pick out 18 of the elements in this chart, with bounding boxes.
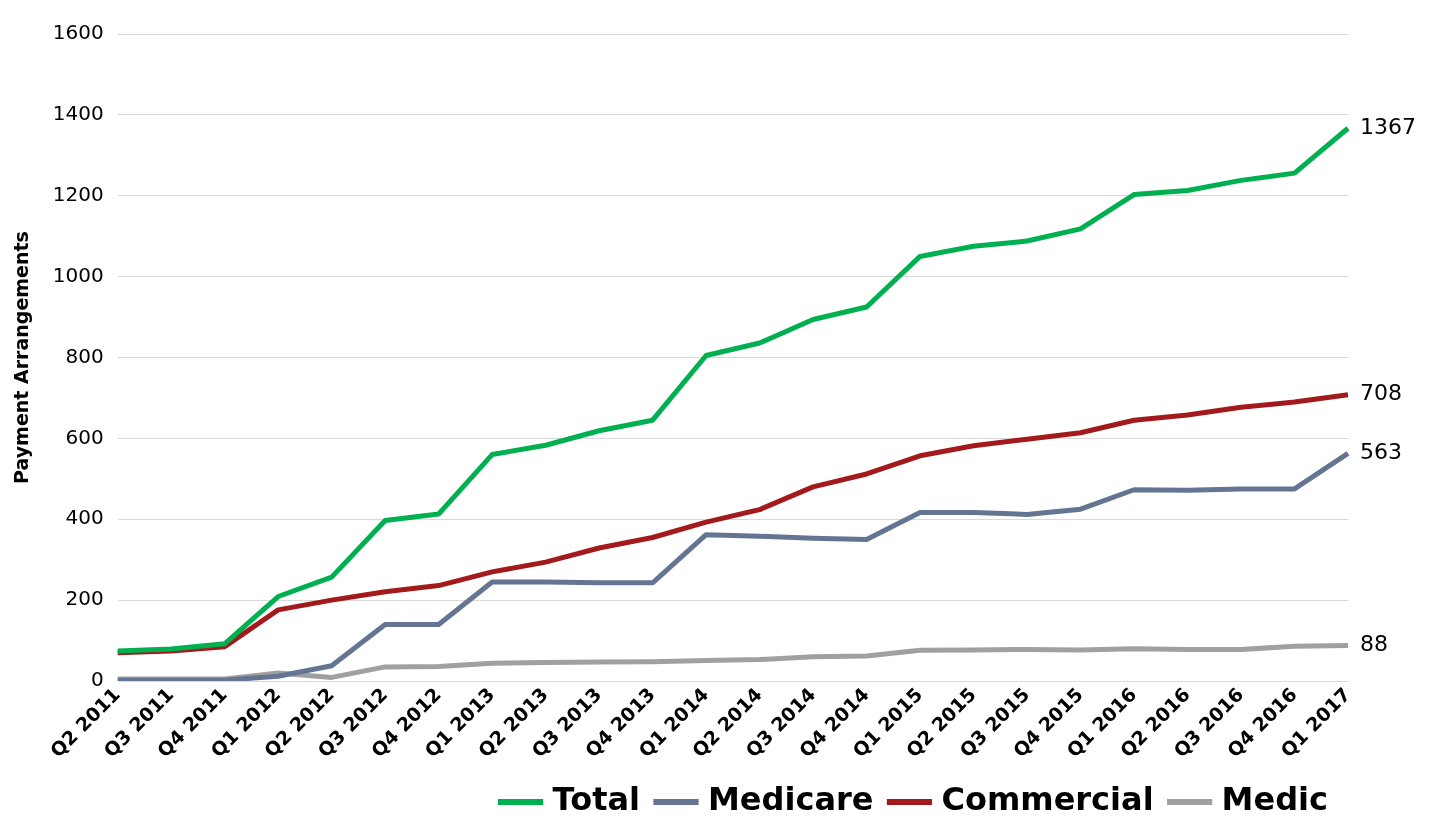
y-tick-label: 1000 <box>52 262 104 287</box>
y-axis-title: Payment Arrangements <box>10 231 33 484</box>
data-label: 1367 <box>1360 113 1416 139</box>
legend-label: Medic <box>1221 780 1328 819</box>
y-tick-label: 400 <box>65 505 104 530</box>
y-tick-label: 1600 <box>52 20 104 45</box>
y-tick-label: 800 <box>65 343 104 368</box>
y-tick-label: 0 <box>90 667 104 692</box>
data-label: 563 <box>1360 439 1402 465</box>
y-tick-label: 200 <box>65 586 104 611</box>
data-label: 88 <box>1360 631 1388 657</box>
y-tick-label: 600 <box>65 424 104 449</box>
legend-label: Commercial <box>941 780 1154 819</box>
data-label: 708 <box>1360 380 1402 406</box>
legend-label: Medicare <box>708 780 874 819</box>
y-tick-label: 1400 <box>52 101 104 126</box>
legend-label: Total <box>552 780 640 819</box>
y-tick-label: 1200 <box>52 181 104 206</box>
